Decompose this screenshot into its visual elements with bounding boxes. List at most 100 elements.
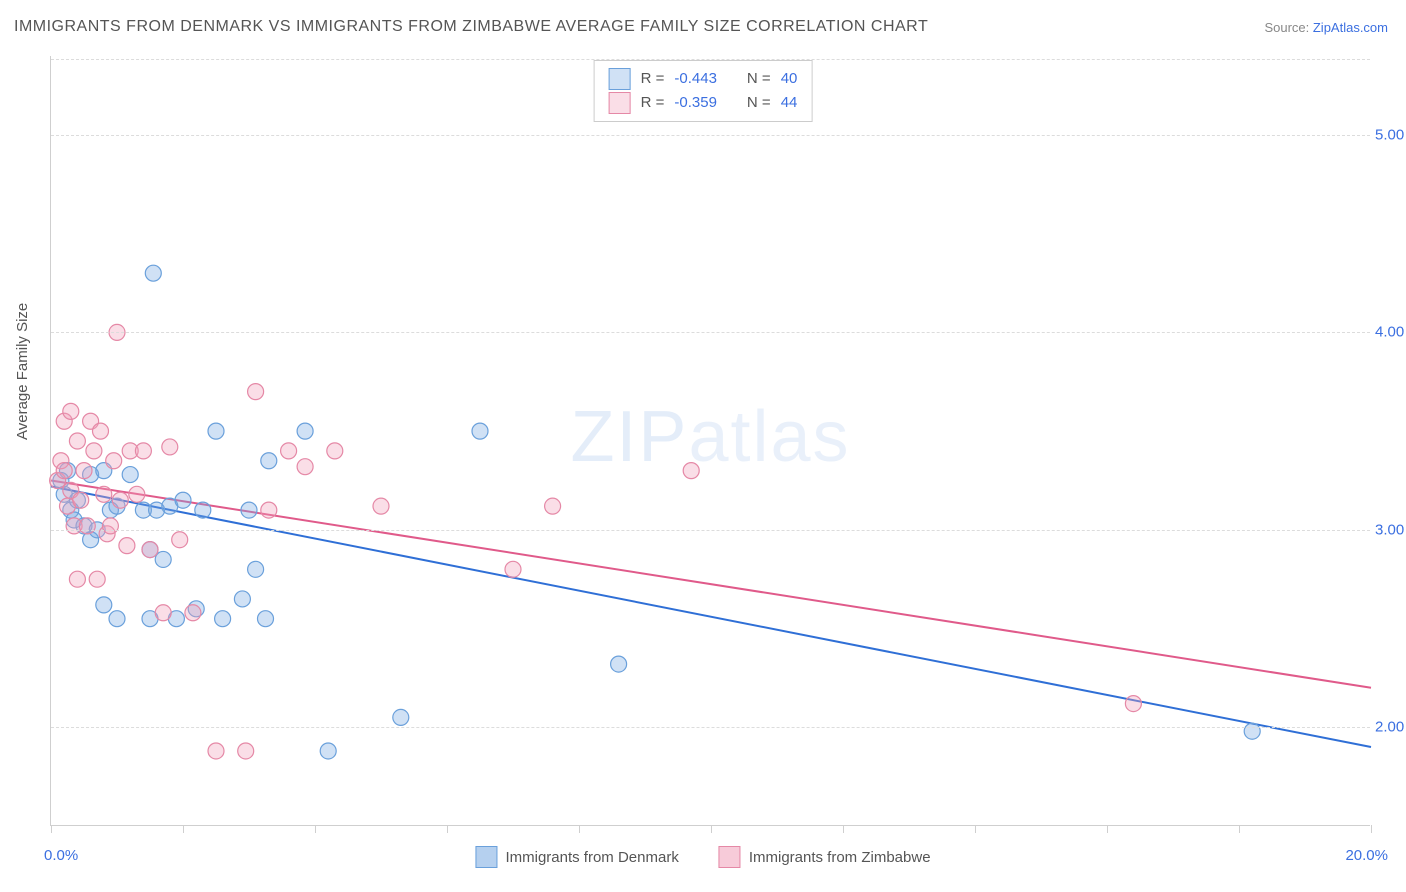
data-point [135, 443, 151, 459]
x-axis-min-label: 0.0% [44, 847, 78, 864]
data-point [261, 502, 277, 518]
data-point [79, 518, 95, 534]
x-tick [579, 825, 580, 833]
legend-row: R = -0.359 N = 44 [609, 91, 798, 115]
data-point [393, 709, 409, 725]
data-point [96, 486, 112, 502]
legend-label: Immigrants from Denmark [505, 849, 678, 866]
data-point [122, 467, 138, 483]
data-point [297, 459, 313, 475]
series-legend: Immigrants from Denmark Immigrants from Z… [475, 846, 930, 868]
data-point [129, 486, 145, 502]
legend-swatch [609, 68, 631, 90]
data-point [162, 439, 178, 455]
legend-item: Immigrants from Denmark [475, 846, 678, 868]
data-point [472, 423, 488, 439]
y-tick-label: 3.00 [1375, 521, 1406, 538]
data-point [327, 443, 343, 459]
data-point [69, 571, 85, 587]
data-point [258, 611, 274, 627]
data-point [96, 597, 112, 613]
data-point [195, 502, 211, 518]
data-point [142, 542, 158, 558]
data-point [208, 423, 224, 439]
data-point [248, 561, 264, 577]
data-point [234, 591, 250, 607]
data-point [185, 605, 201, 621]
data-point [208, 743, 224, 759]
data-point [86, 443, 102, 459]
x-tick [1107, 825, 1108, 833]
data-point [261, 453, 277, 469]
data-point [373, 498, 389, 514]
data-point [73, 492, 89, 508]
gridline [51, 135, 1370, 136]
data-point [175, 492, 191, 508]
r-label: R = [641, 67, 665, 91]
legend-swatch [475, 846, 497, 868]
n-label: N = [747, 91, 771, 115]
x-tick [711, 825, 712, 833]
legend-item: Immigrants from Zimbabwe [719, 846, 931, 868]
y-tick-label: 4.00 [1375, 324, 1406, 341]
data-point [545, 498, 561, 514]
plot-area: ZIPatlas 2.003.004.005.00 [50, 56, 1370, 826]
legend-swatch [719, 846, 741, 868]
data-point [297, 423, 313, 439]
gridline [51, 530, 1370, 531]
correlation-legend: R = -0.443 N = 40 R = -0.359 N = 44 [594, 60, 813, 122]
n-value: 40 [781, 67, 798, 91]
n-value: 44 [781, 91, 798, 115]
data-point [505, 561, 521, 577]
legend-label: Immigrants from Zimbabwe [749, 849, 931, 866]
x-axis-max-label: 20.0% [1345, 847, 1388, 864]
x-tick [1239, 825, 1240, 833]
data-point [119, 538, 135, 554]
y-tick-label: 5.00 [1375, 126, 1406, 143]
data-point [248, 384, 264, 400]
legend-swatch [609, 92, 631, 114]
data-point [611, 656, 627, 672]
n-label: N = [747, 67, 771, 91]
data-point [241, 502, 257, 518]
y-tick-label: 2.00 [1375, 719, 1406, 736]
chart-title: IMMIGRANTS FROM DENMARK VS IMMIGRANTS FR… [14, 18, 928, 36]
y-axis-label: Average Family Size [14, 303, 31, 440]
data-point [1125, 696, 1141, 712]
data-point [112, 492, 128, 508]
r-value: -0.443 [674, 67, 717, 91]
x-tick [1371, 825, 1372, 833]
data-point [69, 433, 85, 449]
data-point [1244, 723, 1260, 739]
source-credit: Source: ZipAtlas.com [1264, 20, 1388, 35]
data-point [215, 611, 231, 627]
data-point [155, 605, 171, 621]
data-point [238, 743, 254, 759]
gridline [51, 727, 1370, 728]
legend-row: R = -0.443 N = 40 [609, 67, 798, 91]
x-tick [315, 825, 316, 833]
data-point [89, 571, 105, 587]
x-tick [447, 825, 448, 833]
data-point [102, 518, 118, 534]
data-point [56, 463, 72, 479]
data-point [155, 551, 171, 567]
data-point [106, 453, 122, 469]
data-point [683, 463, 699, 479]
x-tick [843, 825, 844, 833]
x-tick [183, 825, 184, 833]
r-label: R = [641, 91, 665, 115]
x-tick [51, 825, 52, 833]
data-point [145, 265, 161, 281]
data-point [109, 611, 125, 627]
data-point [320, 743, 336, 759]
source-prefix: Source: [1264, 20, 1312, 35]
data-point [93, 423, 109, 439]
x-tick [975, 825, 976, 833]
trend-line [51, 486, 1371, 747]
r-value: -0.359 [674, 91, 717, 115]
source-link[interactable]: ZipAtlas.com [1313, 20, 1388, 35]
data-point [76, 463, 92, 479]
data-point [281, 443, 297, 459]
chart-svg [51, 56, 1370, 825]
